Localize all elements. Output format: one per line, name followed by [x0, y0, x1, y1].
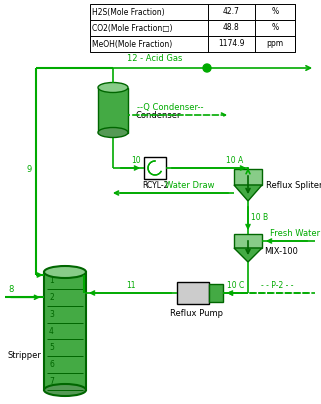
Bar	[90, 20, 295, 36]
Bar	[44, 272, 86, 390]
Text: 42.7: 42.7	[222, 8, 239, 17]
Text: 3: 3	[49, 309, 54, 319]
Text: 8: 8	[8, 285, 13, 294]
Text: RCYL-2: RCYL-2	[142, 181, 168, 191]
Bar	[234, 169, 262, 185]
Text: Condenser: Condenser	[135, 111, 180, 120]
Text: 48.8: 48.8	[223, 23, 239, 32]
Text: 9: 9	[27, 166, 32, 175]
Text: 10: 10	[131, 156, 141, 165]
Text: - - P-2 - -: - - P-2 - -	[261, 281, 293, 290]
Text: 11: 11	[126, 281, 136, 290]
Text: %: %	[272, 23, 279, 32]
Polygon shape	[234, 185, 262, 201]
Text: 5: 5	[49, 343, 54, 352]
Text: 4: 4	[49, 326, 54, 335]
Text: Stripper: Stripper	[7, 351, 41, 360]
Text: 10 A: 10 A	[226, 156, 243, 165]
Text: 7: 7	[49, 377, 54, 386]
Text: H2S(Mole Fraction): H2S(Mole Fraction)	[92, 8, 165, 17]
Polygon shape	[234, 248, 262, 262]
Text: 10 C: 10 C	[227, 281, 244, 290]
Bar	[144, 157, 166, 179]
Text: Water Draw: Water Draw	[165, 181, 215, 190]
Text: 12 - Acid Gas: 12 - Acid Gas	[127, 54, 183, 63]
Ellipse shape	[44, 384, 86, 396]
Text: %: %	[272, 8, 279, 17]
Bar	[177, 282, 209, 304]
Text: MIX-100: MIX-100	[264, 246, 298, 255]
Circle shape	[203, 64, 211, 72]
Ellipse shape	[98, 82, 128, 93]
Bar	[98, 88, 128, 133]
Text: --Q Condenser--: --Q Condenser--	[137, 103, 203, 112]
Text: CO2(Mole Fraction□): CO2(Mole Fraction□)	[92, 23, 172, 32]
Text: 2: 2	[49, 293, 54, 302]
Ellipse shape	[98, 128, 128, 137]
Text: Reflux Pump: Reflux Pump	[169, 309, 222, 318]
Text: 10 B: 10 B	[251, 213, 268, 222]
Text: MeOH(Mole Fraction): MeOH(Mole Fraction)	[92, 40, 172, 48]
Bar	[90, 36, 295, 52]
Text: 1: 1	[49, 276, 54, 285]
Ellipse shape	[44, 266, 86, 278]
Bar	[234, 234, 262, 248]
Text: ppm: ppm	[266, 40, 283, 48]
Text: 1174.9: 1174.9	[218, 40, 244, 48]
Bar	[209, 284, 223, 302]
Text: Fresh Water: Fresh Water	[270, 229, 320, 238]
Text: Reflux Spliter: Reflux Spliter	[266, 181, 321, 189]
Text: 6: 6	[49, 360, 54, 369]
Bar	[90, 4, 295, 20]
